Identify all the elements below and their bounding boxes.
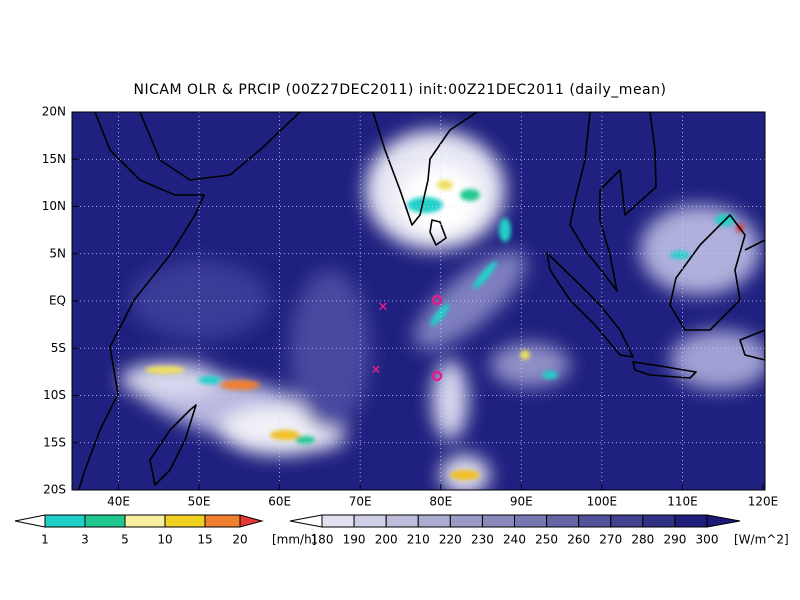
precip-colorbar: 1 3 5 10 15 20 [mm/h]	[14, 514, 316, 547]
lon-label: 110E	[667, 495, 698, 509]
markers: × ×	[371, 294, 443, 382]
map: × ×	[72, 112, 765, 490]
colorbar-label: 250	[535, 533, 558, 547]
colorbar-label: 20	[232, 533, 247, 547]
lon-label: 40E	[107, 495, 130, 509]
cloud-field	[120, 130, 765, 490]
colorbar-label: 280	[631, 533, 654, 547]
colorbar-units: [W/m^2]	[734, 533, 789, 547]
colorbar-box	[353, 514, 387, 528]
marker-x: ×	[378, 300, 389, 315]
colorbar-label: 240	[503, 533, 526, 547]
colorbar-box	[449, 514, 483, 528]
colorbar-label: 290	[663, 533, 686, 547]
marker-x: ×	[371, 363, 382, 378]
colorbar-label: 3	[81, 533, 89, 547]
lon-label: 60E	[268, 495, 291, 509]
colorbar-label: 210	[407, 533, 430, 547]
lat-label: 5N	[49, 246, 66, 260]
colorbar-box	[204, 514, 241, 528]
colorbar-end	[239, 514, 264, 528]
colorbar-box	[514, 514, 548, 528]
colorbar-label: 200	[375, 533, 398, 547]
colorbar-label: 15	[197, 533, 212, 547]
colorbar-label: 260	[567, 533, 590, 547]
precip-field	[145, 180, 744, 480]
colorbar-label: 180	[311, 533, 334, 547]
lat-label: EQ	[49, 294, 66, 308]
colorbar-end	[706, 514, 741, 528]
axes: 20N 15N 10N 5N EQ 5S 10S 15S 20S 40E 50E 60E 70E 80E 9…	[42, 105, 779, 509]
lon-label: 80E	[429, 495, 452, 509]
lat-label: 5S	[51, 341, 66, 355]
colorbar-label: 230	[471, 533, 494, 547]
lon-label: 50E	[188, 495, 211, 509]
colorbar-box	[84, 514, 126, 528]
colorbar-box	[610, 514, 644, 528]
colorbar-box	[642, 514, 676, 528]
lat-label: 10N	[42, 199, 66, 213]
olr-colorbar: 180 190 200 210 220 230 240 250 260 270 280 290 300 […	[289, 514, 789, 547]
colorbar-box	[674, 514, 708, 528]
colorbar-box	[546, 514, 580, 528]
lat-label: 20N	[42, 105, 66, 119]
colorbar-box	[44, 514, 86, 528]
lon-label: 70E	[349, 495, 372, 509]
lon-label: 120E	[748, 495, 779, 509]
colorbar-box	[385, 514, 419, 528]
colorbar-label: 300	[696, 533, 719, 547]
lon-label: 90E	[510, 495, 533, 509]
colorbar-end	[289, 514, 323, 528]
title: NICAM OLR & PRCIP (00Z27DEC2011) init:00…	[134, 82, 667, 98]
colorbar-end	[14, 514, 46, 528]
colorbar-units: [mm/h]	[272, 533, 316, 547]
colorbar-label: 1	[41, 533, 49, 547]
colorbar-label: 190	[343, 533, 366, 547]
coastlines	[78, 112, 765, 490]
colorbar-label: 220	[439, 533, 462, 547]
colorbar-box	[481, 514, 515, 528]
colorbar-label: 270	[599, 533, 622, 547]
lat-label: 20S	[43, 483, 66, 497]
colorbar-label: 5	[121, 533, 129, 547]
lat-label: 15N	[42, 152, 66, 166]
lon-label: 100E	[587, 495, 618, 509]
lat-label: 15S	[43, 435, 66, 449]
colorbar-box	[321, 514, 355, 528]
colorbar-box	[164, 514, 206, 528]
colorbar-box	[417, 514, 451, 528]
lat-label: 10S	[43, 388, 66, 402]
colorbar-box	[578, 514, 612, 528]
marker-circle	[431, 294, 443, 306]
marker-circle	[431, 370, 443, 382]
colorbar-label: 10	[157, 533, 172, 547]
colorbar-box	[124, 514, 166, 528]
